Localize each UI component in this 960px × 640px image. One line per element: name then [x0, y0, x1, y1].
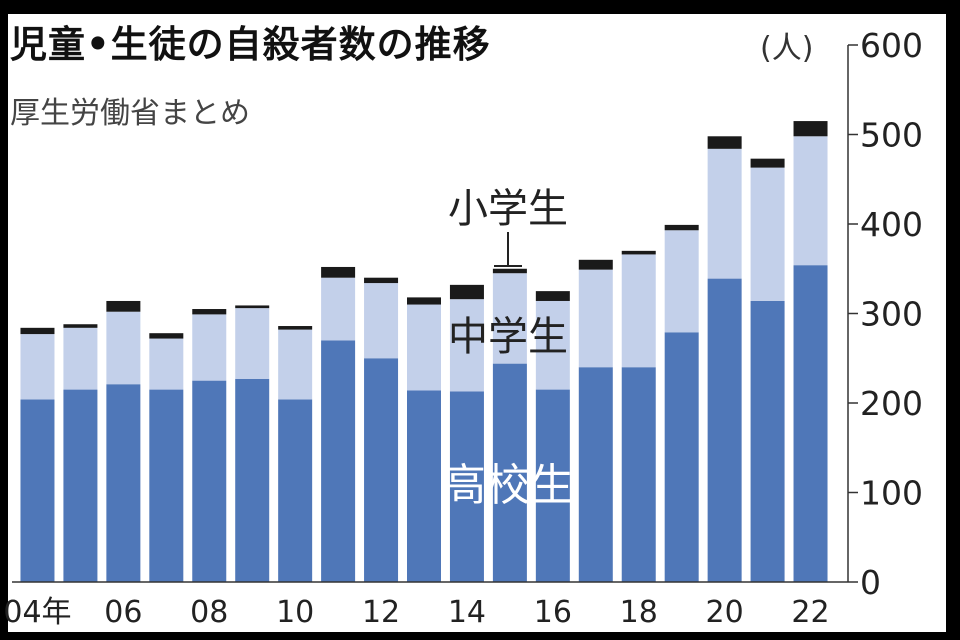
- y-tick-label: 600: [860, 26, 923, 65]
- chart-subtitle: 厚生労働省まとめ: [10, 96, 250, 131]
- bar-segment: [621, 367, 656, 582]
- bar-segment: [235, 305, 270, 309]
- x-tick-label: 06: [104, 595, 142, 630]
- bar-segment: [707, 148, 742, 279]
- bar-segment: [492, 363, 527, 582]
- y-unit-label: (人): [760, 31, 813, 66]
- bar-segment: [621, 250, 656, 255]
- bar-segment: [578, 367, 613, 582]
- bar-segment: [364, 277, 399, 284]
- bar-segment: [449, 284, 484, 300]
- bar-segment: [364, 283, 399, 359]
- bar-segment: [707, 278, 742, 582]
- y-tick-label: 100: [860, 474, 923, 513]
- bar-segment: [149, 389, 184, 582]
- y-tick-label: 300: [860, 295, 923, 334]
- bar-segment: [192, 380, 227, 582]
- bar-segment: [321, 340, 356, 582]
- bar-segment: [793, 121, 828, 137]
- bar-segment: [407, 304, 441, 391]
- bar-segment: [235, 378, 270, 582]
- bar-segment: [407, 390, 441, 582]
- bar-segment: [664, 230, 699, 333]
- bar-segment: [192, 309, 227, 315]
- bar-segment: [278, 329, 313, 400]
- x-tick-label: 18: [620, 595, 658, 630]
- x-tick-label: 16: [534, 595, 572, 630]
- x-tick-label: 04年: [3, 595, 71, 630]
- bar-segment: [20, 399, 55, 582]
- bar-segment: [149, 338, 184, 390]
- bar-segment: [664, 224, 699, 231]
- bar-segment: [106, 384, 141, 582]
- x-tick-label: 08: [190, 595, 228, 630]
- x-tick-label: 14: [448, 595, 486, 630]
- y-tick-label: 200: [860, 384, 923, 423]
- bar-segment: [449, 299, 484, 392]
- bar-segment: [664, 332, 699, 582]
- bar-segment: [278, 326, 313, 330]
- x-tick-label: 22: [791, 595, 829, 630]
- y-tick-label: 500: [860, 116, 923, 155]
- bar-segment: [750, 167, 785, 301]
- bar-segment: [578, 269, 613, 368]
- bar-segment: [106, 300, 141, 312]
- x-tick-label: 12: [362, 595, 400, 630]
- bar-segment: [707, 136, 742, 149]
- bar-segment: [793, 136, 828, 266]
- bar-segment: [535, 300, 570, 390]
- bar-segment: [106, 311, 141, 385]
- bar-segment: [20, 334, 55, 400]
- x-tick-label: 20: [706, 595, 744, 630]
- bar-segment: [235, 308, 270, 379]
- bar-segment: [149, 333, 184, 339]
- bar-segment: [278, 399, 313, 582]
- bar-segment: [621, 254, 656, 368]
- bar-segment: [492, 268, 527, 274]
- bar-segment: [449, 391, 484, 582]
- bar-segment: [63, 327, 98, 390]
- bar-segment: [20, 327, 55, 335]
- bar-segment: [63, 389, 98, 582]
- bar-segment: [321, 277, 356, 341]
- bar-segment: [750, 158, 785, 168]
- series-label-high-school: 高校生: [442, 460, 574, 511]
- bar-segment: [578, 259, 613, 270]
- y-tick-label: 400: [860, 205, 923, 244]
- bar-segment: [63, 324, 98, 328]
- series-label-junior-high: 中学生: [448, 314, 568, 360]
- bar-segment: [321, 266, 356, 278]
- bar-segment: [407, 297, 441, 305]
- bar-segment: [192, 314, 227, 381]
- bar-segment: [793, 265, 828, 582]
- bar-segment: [535, 389, 570, 582]
- bar-segment: [364, 358, 399, 582]
- y-tick-label: 0: [860, 563, 881, 602]
- series-label-elementary: 小学生: [448, 186, 568, 232]
- bar-segment: [750, 300, 785, 582]
- x-tick-label: 10: [276, 595, 314, 630]
- chart-title: 児童•生徒の自殺者数の推移: [10, 23, 491, 66]
- bar-segment: [492, 273, 527, 364]
- bar-segment: [535, 291, 570, 301]
